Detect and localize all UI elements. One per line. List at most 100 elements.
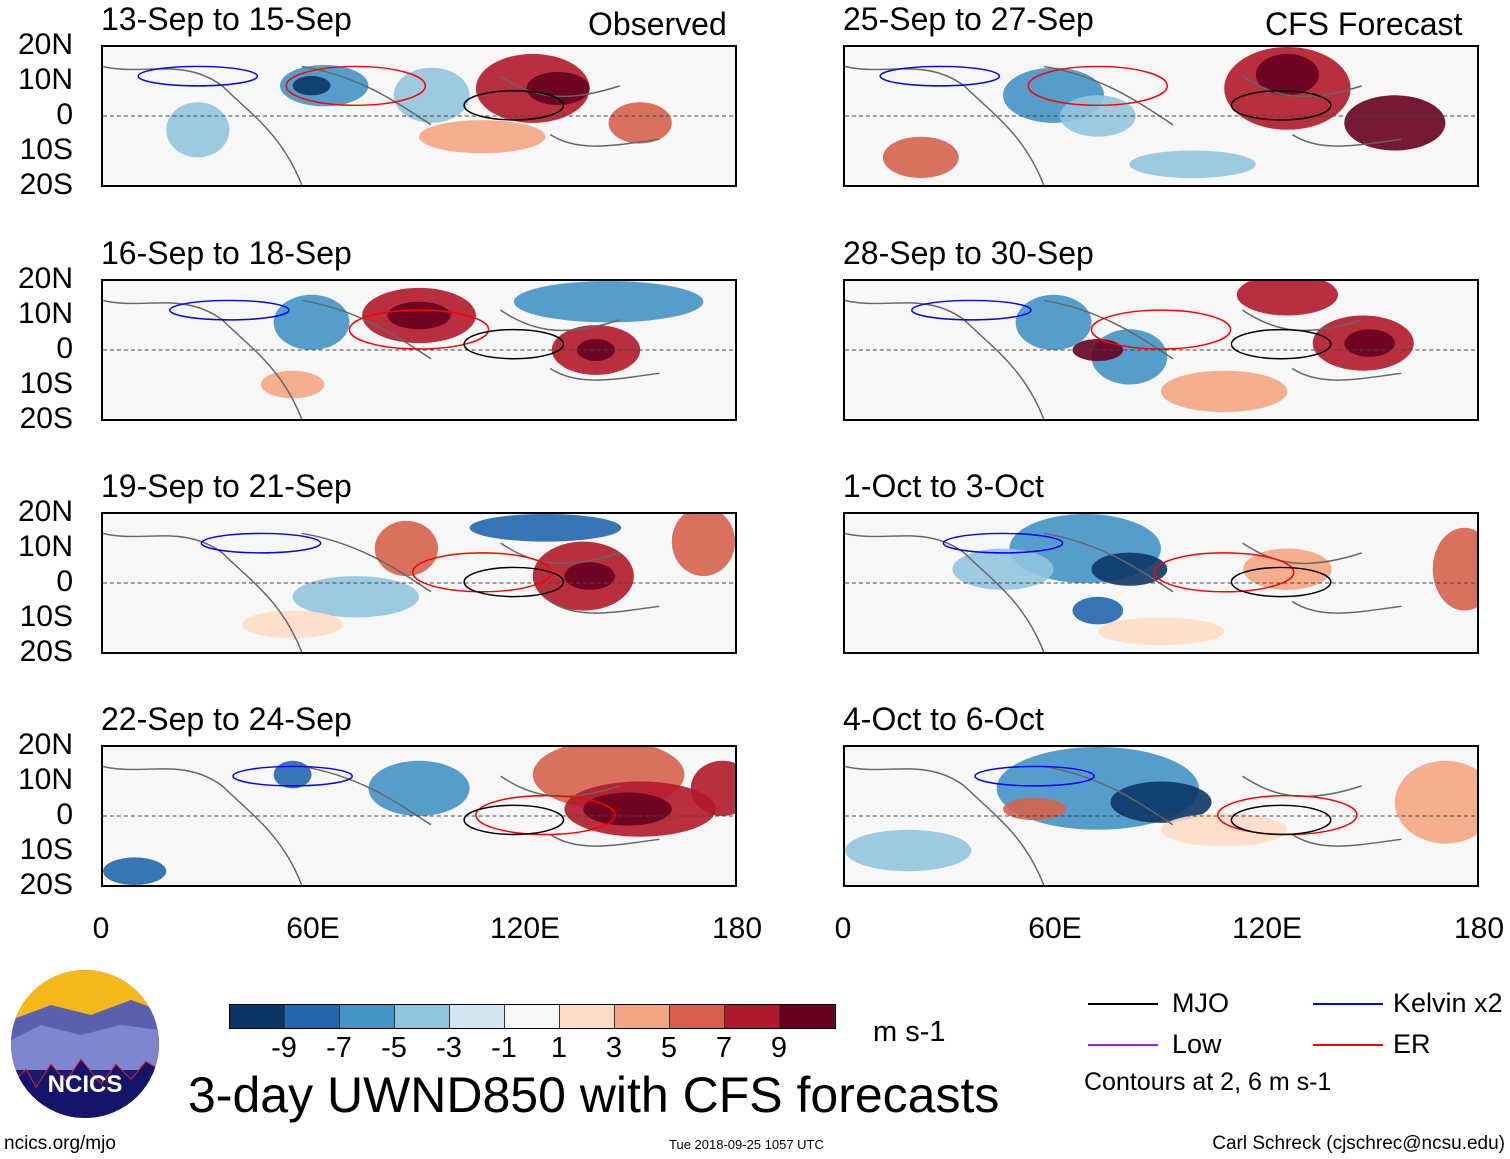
panel-title: 19-Sep to 21-Sep [101, 468, 352, 504]
colorbar-swatch [615, 1005, 670, 1028]
coastline [845, 65, 1402, 185]
map-panel [843, 745, 1479, 887]
kelvin-contour [879, 65, 1001, 87]
anomaly-region [1432, 527, 1477, 611]
lat-tick-label: 20N [17, 28, 73, 61]
ncics-logo: NCICS [11, 970, 159, 1118]
lat-tick-label: 0 [56, 98, 73, 131]
lat-tick-label: 0 [56, 332, 73, 365]
anomaly-region [1161, 370, 1288, 413]
kelvin-contour [137, 65, 259, 87]
mjo-contour [463, 804, 565, 836]
map-panel [843, 512, 1479, 654]
anomaly-region [671, 514, 735, 577]
colorbar-tick-label: 9 [770, 1032, 788, 1064]
colorbar-units: m s-1 [873, 1016, 946, 1048]
legend-line-low [1088, 1044, 1158, 1046]
colorbar-tick-label: -7 [326, 1032, 352, 1064]
er-contour [475, 794, 616, 836]
er-contour [1153, 552, 1295, 593]
lat-tick-label: 10N [17, 63, 73, 96]
kelvin-contour [911, 299, 1032, 321]
lat-tick-label: 10S [19, 600, 73, 633]
map-panel [101, 512, 737, 654]
map-panel [843, 279, 1479, 421]
lon-tick-label: 180 [711, 912, 763, 945]
map-panel [101, 745, 737, 887]
er-contour [348, 309, 490, 350]
panel-title: 25-Sep to 27-Sep [843, 1, 1094, 37]
map-panel [101, 45, 737, 187]
anomaly-region [513, 281, 704, 323]
er-contour [1090, 309, 1232, 350]
colorbar-swatch [395, 1005, 450, 1028]
kelvin-contour [974, 765, 1095, 787]
colorbar-swatch [780, 1005, 835, 1028]
colorbar-swatch [505, 1005, 560, 1028]
colorbar-tick-label: 7 [715, 1032, 733, 1064]
colorbar-tick-label: -9 [271, 1032, 297, 1064]
anomaly-region [952, 548, 1054, 590]
anomaly-region [419, 120, 546, 154]
lat-tick-label: 10N [17, 297, 73, 330]
kelvin-contour [232, 765, 353, 787]
map-panel [843, 45, 1479, 187]
anomaly-region [103, 857, 167, 885]
lat-tick-label: 10S [19, 833, 73, 866]
lon-tick-label: 120E [1231, 912, 1303, 945]
mjo-contour [1230, 804, 1332, 836]
anomaly-region [845, 829, 972, 872]
anomaly-region [1003, 798, 1067, 821]
colorbar-swatch [560, 1005, 615, 1028]
svg-text:NCICS: NCICS [48, 1071, 123, 1098]
legend-label-er: ER [1393, 1029, 1431, 1059]
mjo-contour [463, 328, 565, 360]
colorbar-swatch [285, 1005, 340, 1028]
legend-label-low: Low [1172, 1029, 1222, 1059]
anomaly-region [242, 610, 344, 639]
mjo-contour [1230, 90, 1332, 121]
lon-tick-label: 180 [1453, 912, 1505, 945]
anomaly-region [292, 576, 419, 618]
anomaly-region [1161, 813, 1288, 847]
anomaly-region [374, 520, 438, 577]
anomaly-region [1097, 617, 1225, 646]
anomaly-region [882, 136, 959, 179]
lon-tick-label: 0 [92, 912, 110, 945]
anomaly-region [1344, 95, 1446, 151]
mjo-contour [1230, 566, 1332, 598]
anomaly-region [564, 562, 615, 590]
anomaly-region [1394, 760, 1477, 844]
lat-tick-label: 20S [19, 868, 73, 901]
mjo-contour [1230, 328, 1332, 360]
legend-label-mjo: MJO [1172, 988, 1229, 1018]
colorbar-tick-label: 5 [660, 1032, 678, 1064]
kelvin-contour [169, 299, 290, 321]
map-panel [101, 279, 737, 421]
coastline [103, 65, 660, 185]
panel-title: 13-Sep to 15-Sep [101, 1, 352, 37]
colorbar-tick-label: 3 [605, 1032, 623, 1064]
anomaly-region [368, 760, 470, 816]
anomaly-region [273, 760, 312, 789]
colorbar-swatch [230, 1005, 285, 1028]
colorbar [229, 1004, 836, 1029]
panel-title: 16-Sep to 18-Sep [101, 235, 352, 271]
er-contour [285, 65, 427, 107]
anomaly-region [1236, 281, 1338, 316]
footer-url[interactable]: ncics.org/mjo [4, 1133, 116, 1154]
anomaly-region [273, 294, 350, 350]
mjo-contour [463, 90, 565, 121]
coastline [103, 532, 660, 652]
lon-tick-label: 60E [286, 912, 340, 945]
colorbar-swatch [670, 1005, 725, 1028]
panel-title: 1-Oct to 3-Oct [843, 468, 1044, 504]
colorbar-tick-label: -5 [381, 1032, 407, 1064]
lon-tick-label: 120E [489, 912, 561, 945]
anomaly-region [577, 338, 615, 362]
anomaly-region [690, 760, 735, 816]
panel-title: 28-Sep to 30-Sep [843, 235, 1094, 271]
contour-note: Contours at 2, 6 m s-1 [1084, 1068, 1332, 1096]
coastline [103, 765, 660, 885]
anomaly-region [1255, 53, 1319, 96]
